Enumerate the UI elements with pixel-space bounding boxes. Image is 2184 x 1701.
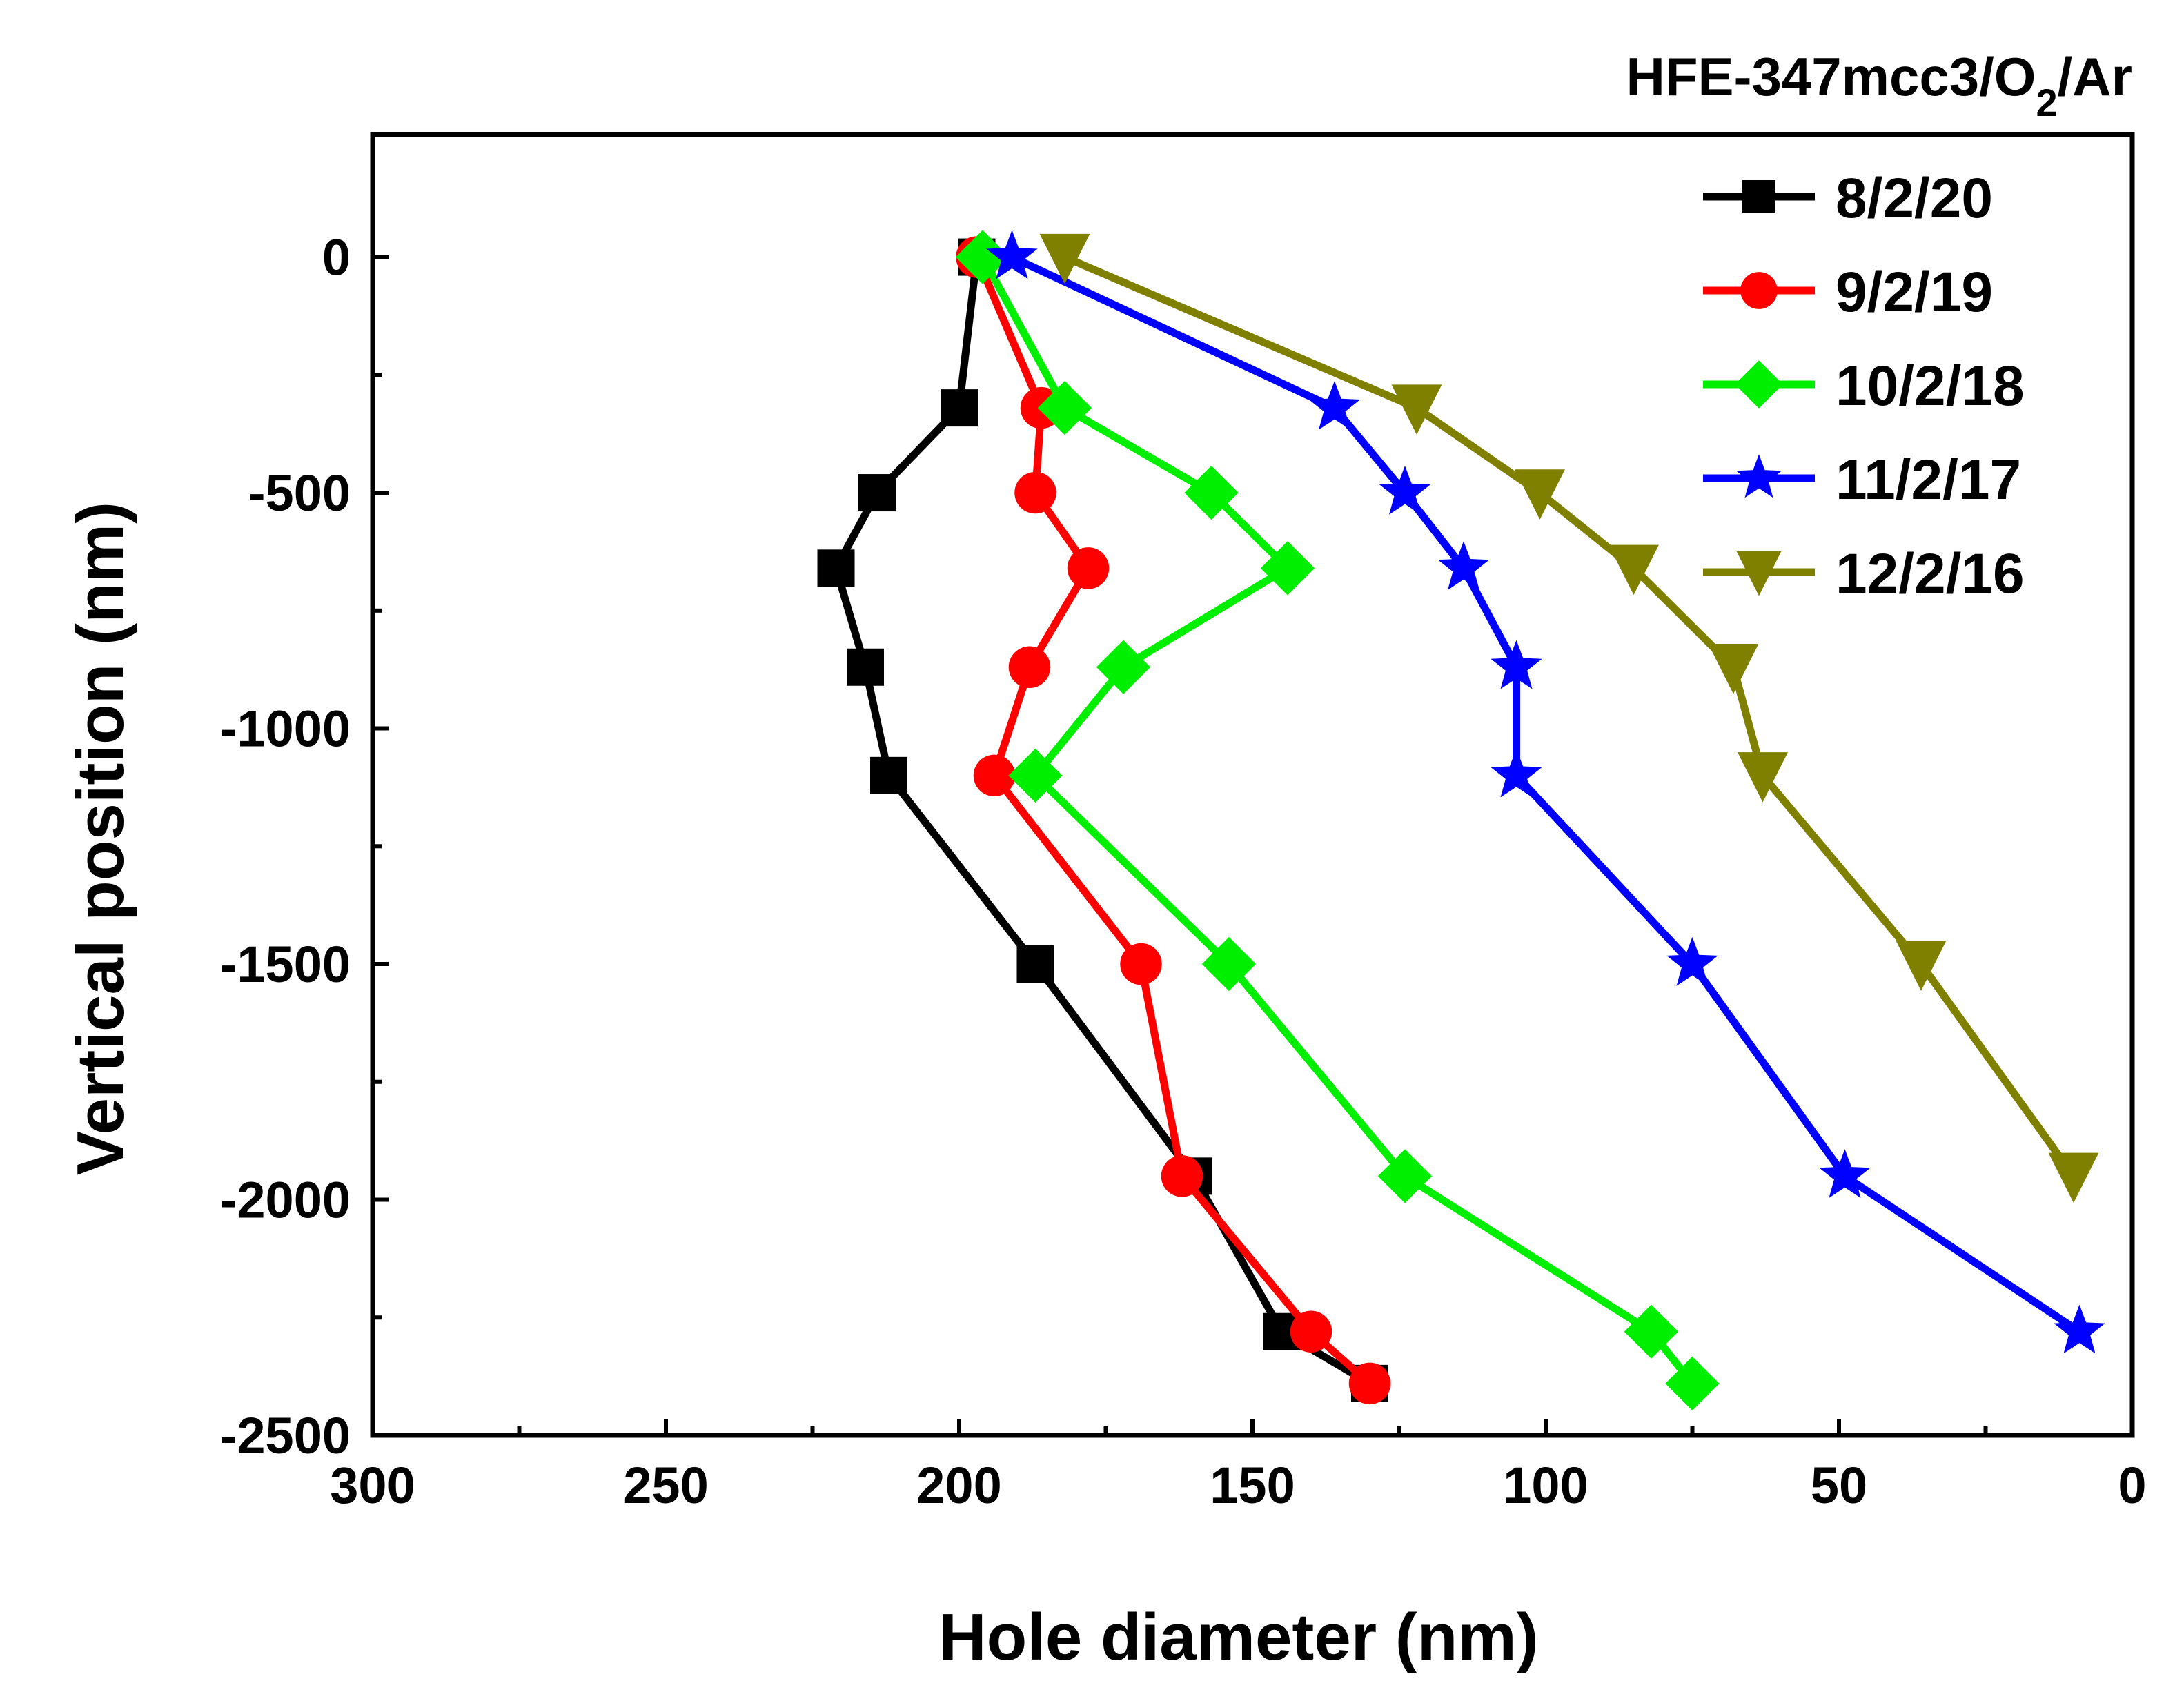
legend-label: 10/2/18 — [1836, 355, 2025, 417]
y-tick-label: -2500 — [220, 1407, 351, 1464]
data-point — [1067, 547, 1110, 589]
y-axis-title: Vertical position (nm) — [63, 502, 137, 1175]
y-tick-label: -500 — [248, 464, 351, 522]
data-point — [1379, 465, 1431, 515]
legend-marker — [1735, 360, 1783, 409]
data-point — [1609, 544, 1659, 596]
data-point — [1515, 469, 1565, 520]
data-point — [1014, 471, 1056, 514]
legend: 8/2/20 9/2/19 10/2/18 11/2/17 12/2/16 — [1703, 167, 2025, 605]
data-point — [1184, 465, 1239, 520]
data-point — [1016, 945, 1054, 983]
data-point — [1290, 1310, 1332, 1353]
data-point — [1708, 644, 1759, 694]
data-point — [1665, 1356, 1720, 1411]
chart-title: HFE-347mcc3/O2/Ar — [1626, 46, 2132, 124]
data-point — [1437, 541, 1490, 590]
y-tick-label: 0 — [322, 229, 351, 286]
data-point — [1008, 748, 1063, 803]
plot-area: 300 250 200 150 100 50 0 0 -500 -1000 -1500 -2000 -2… — [220, 132, 2147, 1514]
series-line — [973, 255, 1373, 1387]
series-8-2-20 — [817, 238, 1388, 1402]
data-point — [1348, 1362, 1391, 1405]
x-axis-title: Hole diameter (nm) — [938, 1600, 1538, 1674]
data-point — [1096, 640, 1151, 694]
legend-marker — [1740, 272, 1778, 309]
data-point — [1120, 943, 1162, 985]
data-point — [847, 648, 884, 686]
data-point — [858, 474, 896, 512]
data-point — [1896, 941, 1947, 991]
legend-item: 8/2/20 — [1703, 167, 1993, 230]
legend-marker — [1742, 180, 1775, 213]
data-point — [941, 389, 978, 427]
data-point — [1666, 936, 1718, 986]
chart-title-main: HFE-347mcc3/O — [1626, 46, 2036, 107]
legend-item: 9/2/19 — [1703, 261, 1993, 324]
y-tick-label: -1000 — [220, 700, 351, 758]
x-tick-label: 150 — [1210, 1457, 1295, 1514]
series-10-2-18 — [955, 230, 1720, 1411]
x-tick-label: 200 — [916, 1457, 1001, 1514]
legend-label: 8/2/20 — [1836, 167, 1993, 230]
legend-marker — [1736, 551, 1782, 596]
data-point — [870, 756, 907, 794]
series-11-2-17 — [986, 230, 2105, 1354]
series-line — [832, 256, 1372, 1387]
y-tick-label: -1500 — [220, 936, 351, 993]
x-tick-label: 250 — [623, 1457, 708, 1514]
x-tick-label: 0 — [2118, 1457, 2146, 1514]
x-tick-label: 100 — [1503, 1457, 1588, 1514]
legend-label: 11/2/17 — [1836, 449, 2021, 511]
data-point — [1008, 646, 1051, 688]
y-tick-label: -2000 — [220, 1172, 351, 1229]
data-point — [1491, 640, 1542, 689]
data-point — [1201, 936, 1257, 992]
data-point — [973, 754, 1016, 797]
data-point — [955, 230, 1010, 284]
data-point — [1491, 748, 1542, 798]
data-point — [1260, 541, 1315, 596]
data-point — [1037, 380, 1092, 435]
data-point — [1161, 1155, 1203, 1197]
data-point — [1308, 381, 1361, 430]
chart-title-suffix: /Ar — [2058, 46, 2132, 107]
data-point — [1039, 233, 1090, 284]
data-point — [1738, 752, 1788, 803]
series-12-2-16 — [1039, 233, 2099, 1203]
chart-title-subscript: 2 — [2036, 81, 2057, 124]
x-tick-label: 300 — [330, 1457, 415, 1514]
data-point — [1391, 384, 1442, 435]
legend-marker — [1735, 454, 1782, 498]
legend-label: 9/2/19 — [1836, 261, 1993, 324]
data-point — [2048, 1152, 2099, 1203]
data-point — [986, 230, 1038, 279]
plot-frame — [370, 132, 2135, 1438]
data-point — [1819, 1149, 1871, 1198]
legend-item: 11/2/17 — [1703, 449, 2021, 511]
legend-label: 12/2/16 — [1836, 542, 2025, 605]
series-line — [1063, 253, 2077, 1179]
legend-item: 10/2/18 — [1703, 355, 2025, 417]
data-point — [1624, 1304, 1679, 1359]
data-point — [2054, 1304, 2105, 1354]
series-line — [979, 255, 1695, 1386]
legend-item: 12/2/16 — [1703, 542, 2025, 605]
data-point — [1377, 1149, 1433, 1203]
x-tick-label: 50 — [1811, 1457, 1867, 1514]
data-point — [817, 549, 855, 587]
